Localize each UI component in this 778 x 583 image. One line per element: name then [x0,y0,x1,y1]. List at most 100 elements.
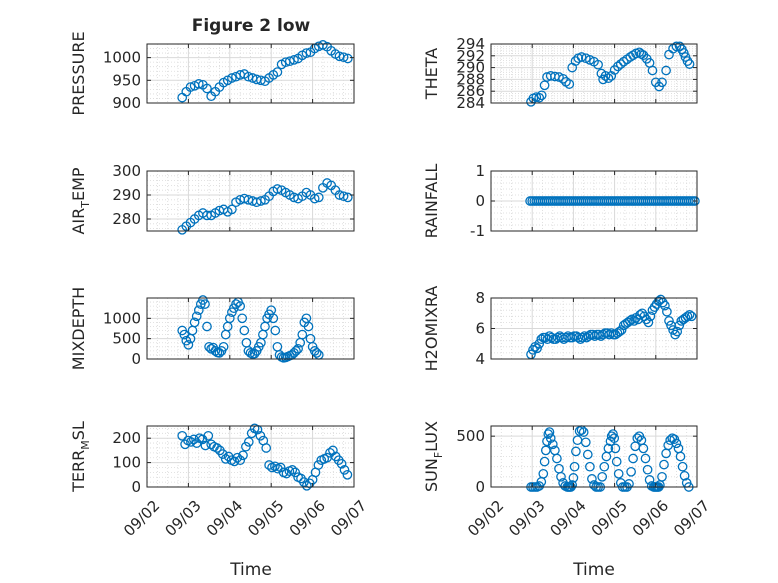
data-point [200,299,210,309]
data-point [580,437,591,448]
y-tick-label: 1 [475,162,485,180]
data-point [342,192,353,203]
data-point [569,461,580,472]
series-markers [526,294,697,360]
data-point [603,73,614,84]
data-point [183,339,194,350]
series-markers [177,40,353,103]
data-point [338,191,349,202]
panel-pressure: 900 950 1000 PRESSURE [69,31,355,116]
data-point [653,296,664,306]
data-point [567,480,578,490]
data-point [342,469,353,480]
data-point [311,348,322,358]
y-axis-label: THETA [422,48,441,100]
x-tick-label: 09/06 [629,497,672,540]
data-point [289,55,299,65]
data-point [582,449,593,460]
y-tick-label: -1 [470,222,485,240]
data-point [224,313,235,324]
data-point [643,317,654,328]
data-point [610,443,621,454]
x-tick-label: 09/03 [161,497,204,540]
data-point [293,343,303,354]
panel-h2omixra: 4 6 8 H2OMIXRA [422,286,698,371]
y-axis-label: RAINFALL [422,164,441,239]
data-point [608,429,618,439]
data-point [659,459,669,470]
data-point [536,90,547,101]
axes-box [146,170,355,232]
y-tick-label: 200 [112,429,141,447]
y-tick-label: 8 [475,289,485,307]
data-point [552,453,562,464]
data-point [672,326,683,337]
data-point [593,59,603,70]
y-tick-label: 300 [112,162,141,180]
data-point [684,59,695,69]
data-point [615,59,626,69]
data-point [284,56,295,67]
data-point [587,474,597,484]
series-markers [177,423,353,491]
data-point [677,461,688,472]
data-point [235,455,246,466]
axes-box [490,43,698,104]
y-tick-label: 500 [456,427,485,445]
data-point [682,56,693,66]
y-tick-label: 0 [131,478,141,496]
y-tick-label: 292 [456,47,485,65]
data-point [243,437,254,447]
series-markers [526,41,695,107]
data-point [241,441,251,452]
data-point [635,309,645,320]
x-tick-label: 09/07 [327,497,370,540]
series-markers [177,178,353,235]
data-point [690,196,700,206]
data-point [568,473,579,483]
data-point [626,466,636,477]
y-tick-label: 286 [456,82,485,100]
data-point [628,453,638,464]
data-point [339,465,350,475]
data-point [556,471,566,482]
y-tick-label: 290 [112,186,141,204]
data-point [342,53,353,64]
data-point [585,461,595,472]
data-point [597,471,608,482]
data-point [600,71,611,81]
y-tick-label: 500 [112,330,141,348]
data-point [220,454,231,464]
data-point [534,92,545,103]
data-point [684,309,695,320]
data-point [202,83,212,94]
data-point [647,65,658,76]
data-point [193,305,204,316]
data-point [249,348,260,359]
data-point [238,450,248,461]
data-point [577,332,588,343]
data-point [613,468,624,479]
data-point [627,314,637,325]
data-point [636,49,647,59]
data-point [613,61,623,72]
y-tick-label: 280 [112,210,141,228]
x-tick-label: 09/02 [120,497,163,540]
y-tick-label: 900 [112,94,141,112]
x-tick-label: 09/02 [464,497,507,540]
x-tick-label: 09/04 [203,497,246,540]
y-axis-label: AIRTEMP [69,167,92,234]
data-point [313,460,324,470]
data-point [290,467,301,478]
data-point [338,52,349,63]
data-point [256,196,266,206]
data-point [603,443,614,454]
data-point [261,443,272,453]
data-point [675,451,686,462]
data-point [679,470,690,481]
y-tick-label: 6 [475,320,485,338]
data-point [272,184,283,194]
y-tick-label: 284 [456,94,485,112]
